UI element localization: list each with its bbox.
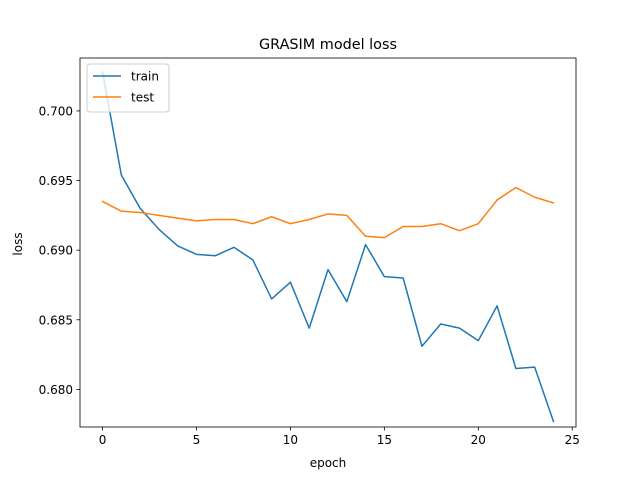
y-axis-label: loss xyxy=(11,232,25,255)
x-tick-label: 15 xyxy=(377,433,392,447)
x-tick-label: 20 xyxy=(471,433,486,447)
x-tick-label: 25 xyxy=(565,433,580,447)
x-tick-label: 10 xyxy=(283,433,298,447)
y-tick-label: 0.685 xyxy=(39,313,73,327)
series-line-test xyxy=(101,186,555,239)
legend-label-test: test xyxy=(131,91,154,105)
chart-title: GRASIM model loss xyxy=(259,37,397,53)
x-axis-label: epoch xyxy=(310,456,347,470)
y-tick-label: 0.695 xyxy=(39,174,73,188)
plot-area: 0 5 10 15 20 25 0.680 0.685 0.690 0.695 0.700 train… xyxy=(39,57,580,447)
y-tick-label: 0.680 xyxy=(39,383,73,397)
y-tick-label: 0.690 xyxy=(39,244,73,258)
x-tick-label: 0 xyxy=(99,433,107,447)
series-line-train xyxy=(101,71,555,423)
x-tick-label: 5 xyxy=(193,433,201,447)
y-tick-label: 0.700 xyxy=(39,104,73,118)
legend-label-train: train xyxy=(131,70,159,84)
plot-frame xyxy=(79,57,577,428)
